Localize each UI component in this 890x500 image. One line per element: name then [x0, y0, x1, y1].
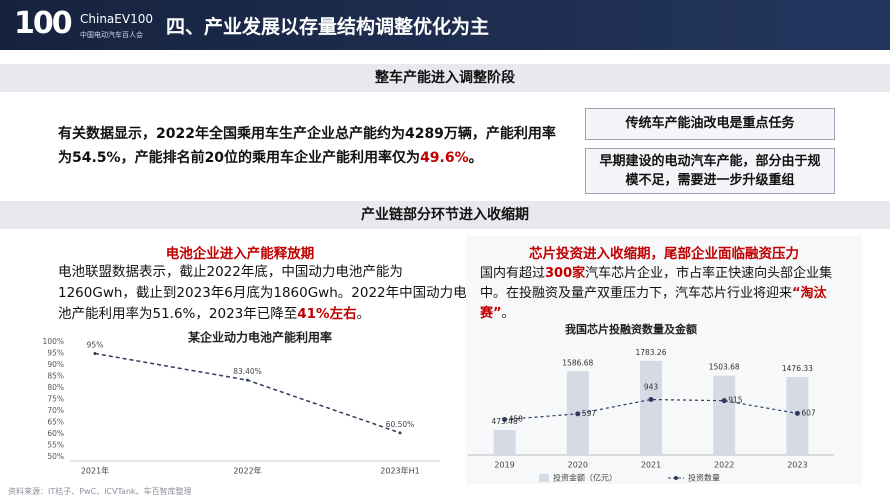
line [504, 398, 798, 421]
header-bar [0, 0, 890, 50]
legend-swatch [674, 476, 678, 480]
point [648, 397, 654, 403]
logo-subtext: 中国电动汽车百人会 [80, 31, 143, 39]
value-label: 458 [509, 415, 524, 424]
value-label: 943 [644, 383, 659, 392]
emphasis-text: 49.6% [420, 150, 469, 166]
x-tick-label: 2022 [714, 461, 734, 470]
x-tick-label: 2021年 [81, 466, 109, 476]
x-tick-label: 2022年 [233, 466, 261, 476]
text: 。 [501, 306, 515, 321]
point [721, 398, 727, 404]
chart-title: 我国芯片投融资数量及金额 [565, 322, 697, 336]
value-label: 915 [728, 396, 743, 405]
y-tick-label: 70% [47, 406, 64, 415]
logo-text: ChinaEV100 [80, 12, 153, 26]
text: 有关数据显示，2022年全国乘用车生产企业总产能约为4289万辆，产能利用率为5… [58, 126, 556, 166]
section-title: 产业链部分环节进入收缩期 [0, 201, 890, 229]
section-title: 整车产能进入调整阶段 [0, 64, 890, 92]
y-tick-label: 55% [47, 441, 64, 450]
text: 。 [356, 306, 371, 322]
value-label: 83.40% [233, 367, 262, 376]
value-label: 60.50% [386, 420, 415, 429]
y-tick-label: 85% [47, 372, 64, 381]
legend-label: 投资数量 [688, 473, 720, 483]
paragraph: 国内有超过300家汽车芯片企业，市占率正快速向头部企业集中。在投融资及量产双重压… [480, 264, 850, 324]
emphasis-text: “淘汰赛” [480, 286, 827, 321]
value-label: 607 [801, 408, 816, 417]
y-tick-label: 100% [43, 337, 64, 346]
x-tick-label: 2023 [787, 461, 807, 470]
bar [786, 377, 809, 455]
line [94, 352, 401, 434]
text: 汽车芯片企业，市占率正快速向头部企业集中。在投融资及量产双重压力下，汽车芯片行业… [480, 266, 833, 301]
y-tick-label: 60% [47, 429, 64, 438]
paragraph: 电池联盟数据表示，截止2022年底，中国动力电池产能为1260Gwh，截止到20… [58, 262, 478, 325]
chart-title: 某企业动力电池产能利用率 [188, 330, 332, 345]
page-title: 四、产业发展以存量结构调整优化为主 [166, 16, 490, 38]
y-tick-label: 95% [47, 349, 64, 358]
value-label: 1476.33 [782, 364, 813, 373]
panel-heading: 电池企业进入产能释放期 [165, 246, 315, 262]
x-tick-label: 2021 [641, 461, 661, 470]
panel-heading: 芯片投资进入收缩期，尾部企业面临融资压力 [529, 246, 799, 262]
text: 国内有超过 [480, 266, 546, 281]
y-tick-label: 50% [47, 452, 64, 461]
x-tick-label: 2020 [568, 461, 588, 470]
bar [640, 360, 662, 455]
x-tick-label: 2019 [494, 461, 514, 470]
bar [493, 430, 516, 455]
y-tick-label: 90% [47, 360, 64, 369]
value-label: 1783.26 [635, 348, 666, 357]
value-label: 597 [582, 409, 597, 418]
x-tick-label: 2023年H1 [380, 466, 419, 476]
text: 。 [468, 150, 483, 166]
logo: 100 [14, 6, 73, 41]
value-label: 1586.68 [562, 358, 593, 367]
y-tick-label: 65% [47, 418, 64, 427]
value-label: 1503.68 [709, 363, 740, 372]
paragraph: 有关数据显示，2022年全国乘用车生产企业总产能约为4289万辆，产能利用率为5… [58, 122, 558, 170]
note-box: 传统车产能油改电是重点任务 [585, 108, 835, 140]
bar [713, 375, 736, 455]
legend-swatch [539, 474, 549, 482]
value-label: 95% [87, 341, 104, 350]
y-tick-label: 80% [47, 383, 64, 392]
legend-label: 投资金额（亿元） [553, 473, 617, 483]
emphasis-text: 300家 [545, 266, 586, 281]
note-box: 早期建设的电动汽车产能，部分由于规模不足，需要进一步升级重组 [585, 148, 835, 194]
source-note: 资料来源：IT桔子、PwC、iCVTank、车百智库整理 [8, 487, 192, 496]
y-tick-label: 75% [47, 395, 64, 404]
emphasis-text: 41%左右 [297, 306, 357, 322]
text: 电池联盟数据表示，截止2022年底，中国动力电池产能为1260Gwh，截止到20… [58, 264, 467, 322]
